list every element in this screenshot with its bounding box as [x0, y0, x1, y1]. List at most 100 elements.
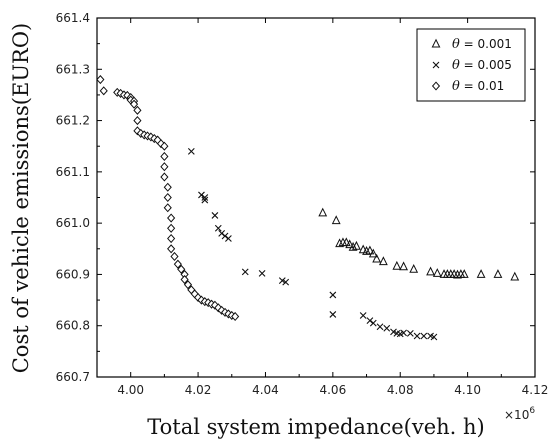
- triangle-data-point: [348, 241, 358, 251]
- triangle-data-point: [409, 263, 419, 273]
- x-data-point: [201, 196, 209, 204]
- diamond-data-point: [99, 86, 108, 96]
- diamond-data-point: [167, 223, 176, 233]
- legend-marker-diamond: [431, 81, 441, 91]
- legend-theta-value: = 0.005: [460, 58, 512, 72]
- triangle-data-point: [426, 266, 435, 276]
- triangle-data-point: [459, 269, 469, 278]
- legend-label: θ = 0.005: [452, 58, 512, 73]
- diamond-data-point: [160, 172, 169, 182]
- diamond-data-point: [160, 162, 169, 172]
- diamond-data-point: [214, 303, 223, 313]
- x-data-point: [329, 311, 337, 318]
- x-tick-label: 4.06: [319, 383, 346, 397]
- triangle-data-point: [331, 215, 341, 225]
- triangle-data-point: [510, 271, 520, 281]
- triangle-data-point: [368, 248, 378, 258]
- diamond-data-point: [96, 74, 105, 85]
- diamond-data-point: [156, 139, 166, 149]
- triangle-data-point: [493, 269, 503, 278]
- x-data-point: [383, 324, 391, 332]
- x-tick-label: 4.04: [252, 383, 279, 397]
- x-axis-multiplier-base: ×10: [504, 408, 529, 422]
- diamond-data-point: [170, 251, 179, 262]
- diamond-data-point: [160, 141, 169, 151]
- legend-label: θ = 0.001: [452, 37, 512, 52]
- diamond-data-point: [167, 244, 176, 254]
- y-tick-label: 661.1: [56, 165, 90, 179]
- diamond-data-point: [173, 259, 182, 269]
- x-data-point: [369, 319, 377, 327]
- triangle-data-point: [365, 245, 375, 255]
- legend-theta-symbol: θ: [452, 58, 460, 73]
- diamond-data-point: [163, 203, 172, 213]
- diamond-data-point: [231, 311, 240, 322]
- data-points: [96, 74, 520, 341]
- legend-theta-value: = 0.001: [460, 37, 512, 51]
- series-x: [187, 147, 438, 341]
- x-tick-label: 4.10: [454, 383, 481, 397]
- diamond-data-point: [194, 292, 203, 303]
- diamond-data-point: [123, 90, 132, 100]
- x-axis-multiplier-exp: 6: [529, 406, 535, 416]
- triangle-data-point: [352, 240, 361, 250]
- x-axis-title: Total system impedance(veh. h): [147, 415, 485, 439]
- legend-item: θ = 0.001: [431, 37, 512, 52]
- x-data-point: [430, 333, 438, 341]
- legend-theta-symbol: θ: [452, 37, 460, 52]
- x-data-point: [225, 235, 232, 242]
- x-data-point: [211, 212, 219, 219]
- diamond-data-point: [167, 233, 176, 244]
- y-tick-label: 660.9: [56, 267, 90, 281]
- triangle-data-point: [318, 207, 328, 217]
- x-axis-ticks: 4.00 4.02 4.04 4.06 4.08 4.10 4.12: [117, 18, 548, 397]
- y-tick-label: 661.4: [56, 11, 90, 25]
- x-data-point: [218, 230, 226, 237]
- x-tick-label: 4.12: [522, 383, 549, 397]
- x-data-point: [329, 291, 337, 299]
- x-data-point: [376, 323, 384, 331]
- triangle-data-point: [432, 268, 442, 277]
- legend-label: θ = 0.01: [452, 79, 504, 94]
- triangle-data-point: [341, 237, 351, 247]
- legend-theta-symbol: θ: [452, 79, 460, 94]
- triangle-data-point: [335, 238, 344, 248]
- diamond-data-point: [163, 192, 172, 203]
- x-tick-label: 4.02: [185, 383, 212, 397]
- legend-marker-x: [432, 61, 440, 69]
- x-data-point: [214, 224, 222, 232]
- diamond-data-point: [160, 151, 169, 162]
- y-tick-label: 660.8: [56, 319, 90, 333]
- x-data-point: [366, 317, 374, 324]
- x-data-point: [241, 268, 249, 276]
- x-data-point: [258, 270, 266, 277]
- diamond-data-point: [133, 126, 142, 136]
- x-data-point: [221, 232, 229, 240]
- y-axis-title: Cost of vehicle emissions(EURO): [9, 23, 33, 374]
- x-data-point: [406, 330, 414, 337]
- diamond-data-point: [180, 275, 189, 285]
- x-axis-multiplier: ×106: [504, 406, 535, 422]
- y-tick-label: 661.3: [56, 62, 90, 76]
- x-data-point: [198, 191, 205, 199]
- y-tick-label: 660.7: [56, 370, 90, 384]
- x-data-point: [400, 329, 407, 337]
- diamond-data-point: [167, 213, 176, 223]
- triangle-data-point: [378, 256, 388, 266]
- series-diamond: [96, 74, 240, 322]
- diamond-data-point: [133, 116, 142, 126]
- triangle-data-point: [345, 239, 355, 249]
- diamond-data-point: [177, 264, 186, 274]
- legend-item: θ = 0.01: [431, 79, 504, 94]
- diamond-data-point: [163, 182, 172, 192]
- x-data-point: [390, 328, 397, 336]
- x-data-point: [201, 194, 209, 201]
- legend-marker-triangle: [431, 38, 441, 48]
- y-tick-label: 661.0: [56, 216, 90, 230]
- triangle-data-point: [392, 260, 402, 270]
- x-data-point: [359, 312, 367, 319]
- y-axis-ticks: 660.7 660.8 660.9 661.0 661.1 661.2 661.3 661.4: [56, 11, 535, 384]
- x-tick-label: 4.00: [117, 383, 144, 397]
